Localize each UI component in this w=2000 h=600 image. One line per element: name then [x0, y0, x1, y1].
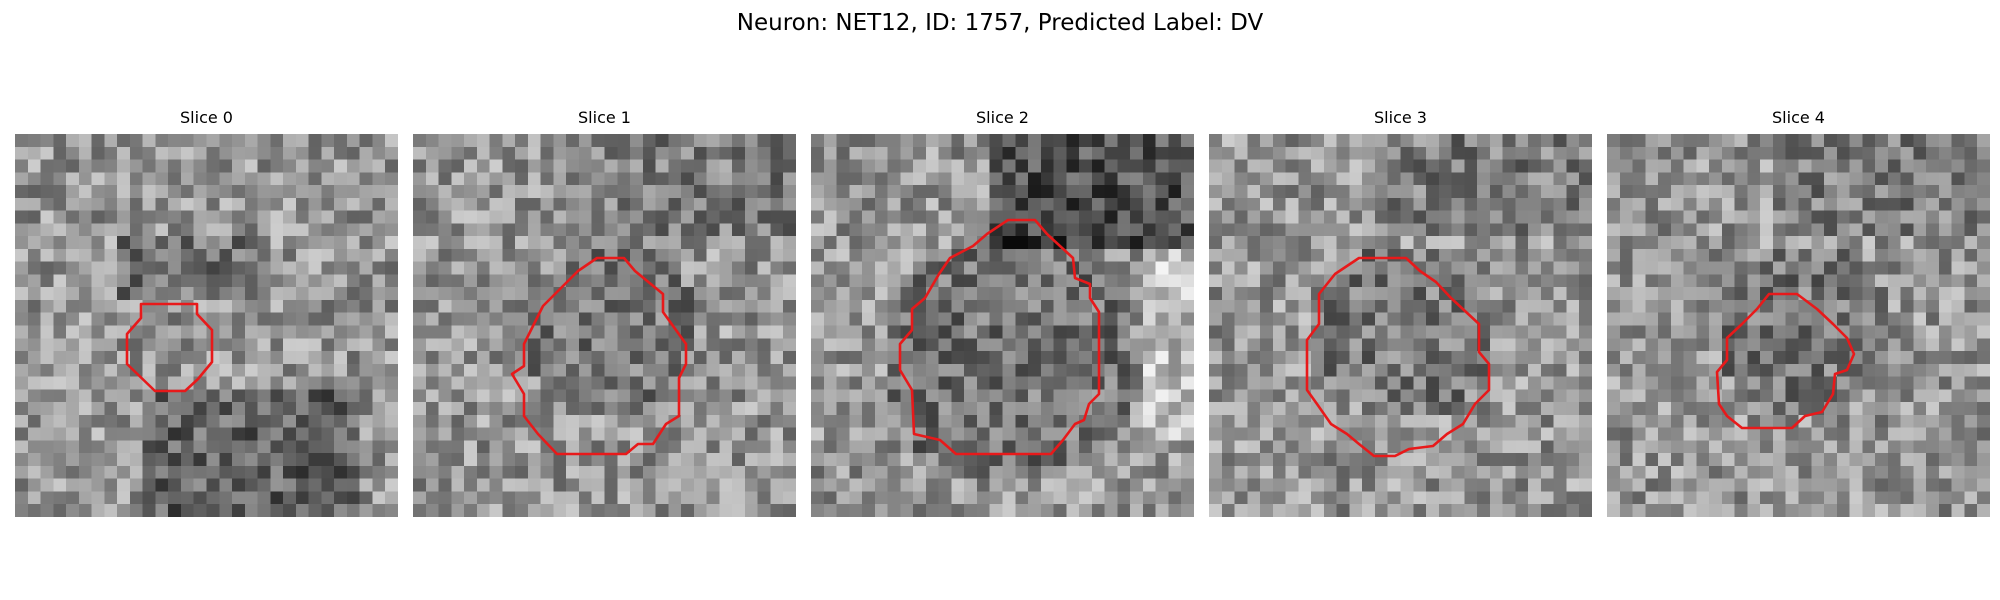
slice-title: Slice 3 [1374, 108, 1427, 127]
slice-image [1209, 134, 1592, 517]
slice-panel-3: Slice 3 [1209, 108, 1592, 517]
slice-panel-0: Slice 0 [15, 108, 398, 517]
slice-title: Slice 2 [976, 108, 1029, 127]
slice-title: Slice 0 [180, 108, 233, 127]
slice-panel-1: Slice 1 [413, 108, 796, 517]
slice-title: Slice 4 [1772, 108, 1825, 127]
slice-image [15, 134, 398, 517]
roi-contour [1715, 292, 1856, 430]
roi-contour [898, 218, 1101, 456]
roi-contour [510, 256, 688, 456]
slice-image [1607, 134, 1990, 517]
slice-panel-4: Slice 4 [1607, 108, 1990, 517]
slice-title: Slice 1 [578, 108, 631, 127]
figure-title: Neuron: NET12, ID: 1757, Predicted Label… [736, 10, 1264, 36]
slice-image [413, 134, 796, 517]
grayscale-image [1607, 134, 1990, 517]
slice-image [811, 134, 1194, 517]
roi-contour [1305, 256, 1491, 458]
roi-contour [125, 302, 214, 393]
slice-panel-2: Slice 2 [811, 108, 1194, 517]
